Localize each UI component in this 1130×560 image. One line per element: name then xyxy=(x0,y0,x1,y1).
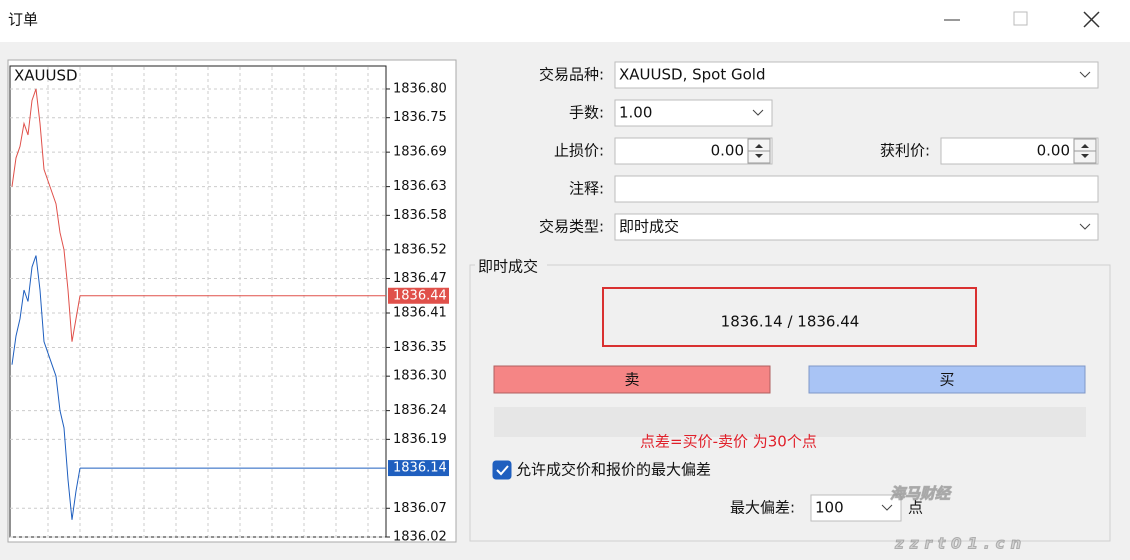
type-select[interactable] xyxy=(614,213,1099,241)
current-price-tag xyxy=(388,287,449,304)
max-deviation-value: 100 xyxy=(815,499,844,517)
y-tick-label: 1836.80 xyxy=(393,81,447,96)
take-profit-value: 0.00 xyxy=(1037,142,1070,160)
volume-select[interactable] xyxy=(614,99,773,127)
type-label: 交易类型: xyxy=(539,218,604,236)
deviation-checkbox[interactable] xyxy=(492,460,512,480)
y-tick-label: 1836.69 xyxy=(393,145,447,160)
symbol-select[interactable] xyxy=(614,61,1099,89)
max-deviation-label: 最大偏差: xyxy=(730,499,795,517)
vertical-grid xyxy=(47,67,369,536)
y-tick-label: 1836.07 xyxy=(393,501,447,516)
quote-highlight xyxy=(602,287,977,347)
group-box xyxy=(469,264,1111,542)
stop-loss-label: 止损价: xyxy=(554,142,604,160)
group-title: 即时成交 xyxy=(478,258,538,276)
dropdown-arrow xyxy=(752,109,764,116)
close-button[interactable] xyxy=(1083,11,1100,28)
stop-loss-input[interactable] xyxy=(614,137,773,165)
stop-loss-value: 0.00 xyxy=(711,142,744,160)
dropdown-arrow xyxy=(1079,223,1091,230)
sell-button[interactable] xyxy=(493,365,771,394)
watermark-brand: 海马财经 xyxy=(890,485,952,503)
title-bar xyxy=(0,0,1130,42)
sell-label: 卖 xyxy=(624,371,639,389)
y-tick-label: 1836.24 xyxy=(393,403,447,418)
current-price-label: 1836.44 xyxy=(393,288,447,303)
y-tick-label: 1836.35 xyxy=(393,340,447,355)
deviation-checkbox-label: 允许成交价和报价的最大偏差 xyxy=(516,461,711,479)
type-value: 即时成交 xyxy=(619,218,679,236)
dropdown-arrow xyxy=(881,504,893,511)
price-line xyxy=(11,88,81,342)
symbol-label: 交易品种: xyxy=(539,66,604,84)
comment-input[interactable] xyxy=(614,175,1099,203)
y-tick-label: 1836.41 xyxy=(393,305,447,320)
y-tick-label: 1836.30 xyxy=(393,369,447,384)
spin-arrows xyxy=(755,144,763,158)
chart-area xyxy=(9,65,387,538)
dropdown-arrow xyxy=(1079,71,1091,78)
spin-arrows xyxy=(1081,144,1089,158)
checkmark xyxy=(496,465,509,476)
take-profit-input[interactable] xyxy=(940,137,1099,165)
points-unit: 点 xyxy=(908,499,923,517)
status-bar xyxy=(494,407,1086,437)
chart-symbol: XAUUSD xyxy=(14,67,78,85)
volume-value: 1.00 xyxy=(619,104,652,122)
group-title-bg xyxy=(475,258,547,276)
current-price-tag xyxy=(388,460,449,477)
y-tick-label: 1836.19 xyxy=(393,432,447,447)
y-tick-label: 1836.52 xyxy=(393,242,447,257)
buy-label: 买 xyxy=(939,371,954,389)
current-price-label: 1836.14 xyxy=(393,461,447,476)
quote: 1836.14 / 1836.44 xyxy=(721,313,860,331)
y-tick-label: 1836.63 xyxy=(393,179,447,194)
take-profit-label: 获利价: xyxy=(880,142,930,160)
max-deviation-select[interactable] xyxy=(810,494,902,522)
volume-label: 手数: xyxy=(569,104,604,122)
comment-label: 注释: xyxy=(569,180,604,198)
y-tick-label: 1836.75 xyxy=(393,110,447,125)
symbol-value: XAUUSD, Spot Gold xyxy=(619,66,765,84)
buy-button[interactable] xyxy=(808,365,1086,394)
y-tick-label: 1836.02 xyxy=(393,530,447,545)
maximize-button[interactable] xyxy=(1013,11,1028,26)
window-title: 订单 xyxy=(8,11,38,29)
price-line xyxy=(11,255,81,520)
y-tick-label: 1836.58 xyxy=(393,208,447,223)
annotation: 点差=买价-卖价 为30个点 xyxy=(640,433,817,451)
watermark-url: zzrt01.cn xyxy=(894,535,1027,553)
y-tick-label: 1836.47 xyxy=(393,271,447,286)
